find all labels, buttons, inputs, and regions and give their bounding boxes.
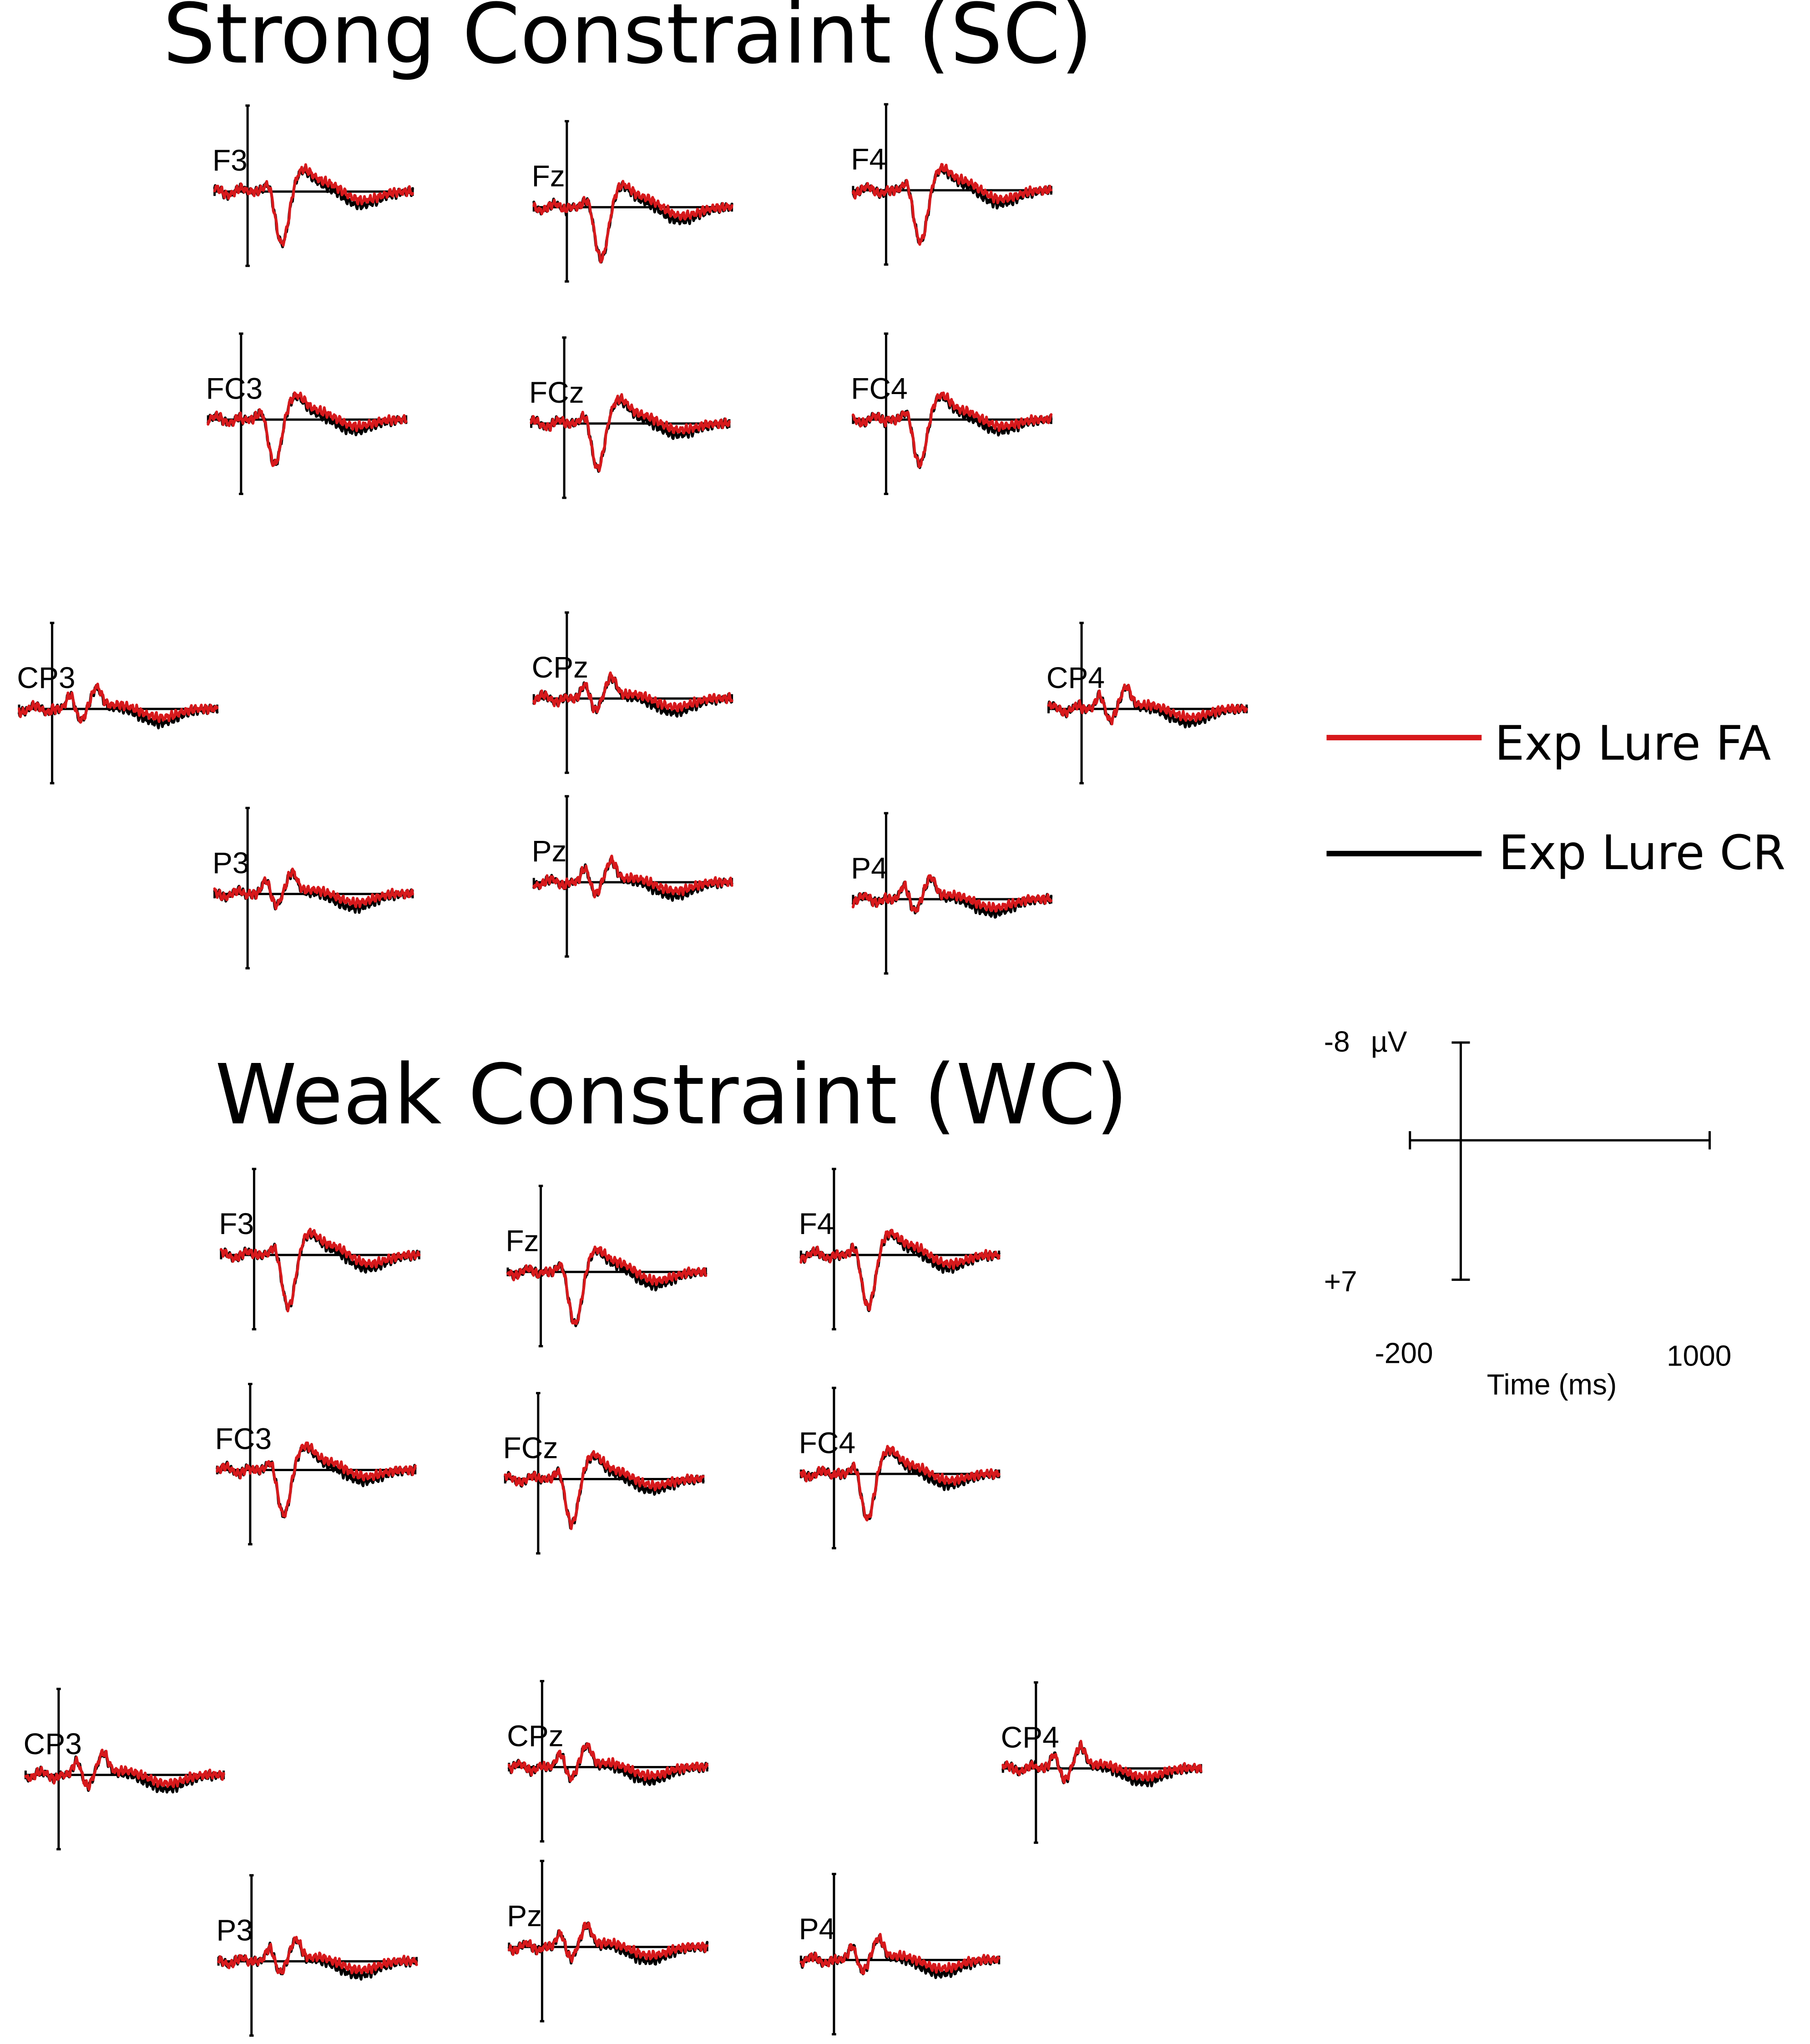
series-trace-exp-lure-fa: [207, 391, 408, 467]
electrode-plot-fz: Fz: [531, 120, 733, 283]
electrode-label: P4: [851, 851, 888, 885]
series-trace-exp-lure-fa: [506, 1245, 708, 1326]
series-trace-exp-lure-cr: [851, 393, 1053, 469]
scale-label-y-top: -8: [1324, 1025, 1350, 1058]
electrode-label: Fz: [531, 159, 565, 193]
series-trace-exp-lure-cr: [799, 1229, 1001, 1312]
panel-title-weak-constraint: Weak Constraint (WC): [215, 1047, 1128, 1143]
series-trace-exp-lure-fa: [504, 1450, 705, 1530]
electrode-label: F4: [799, 1207, 834, 1240]
electrode-plot-f3: F3: [219, 1168, 421, 1331]
electrode-label: FC3: [206, 371, 263, 405]
legend: Exp Lure FA Exp Lure CR: [1326, 716, 1786, 880]
scale-label-x-axis: Time (ms): [1487, 1368, 1617, 1401]
electrode-label: Pz: [531, 834, 566, 868]
series-trace-exp-lure-cr: [851, 165, 1053, 244]
electrode-label: CP4: [1001, 1720, 1059, 1754]
scale-label-y-bottom: +7: [1324, 1265, 1357, 1298]
electrode-plot-f4: F4: [851, 103, 1053, 266]
panel-title-strong-constraint: Strong Constraint (SC): [163, 0, 1093, 82]
electrode-label: P3: [216, 1913, 253, 1947]
series-trace-exp-lure-fa: [213, 867, 414, 910]
scale-label-y-unit: µV: [1371, 1025, 1407, 1058]
series-trace-exp-lure-fa: [532, 855, 733, 899]
electrode-plot-cp4: CP4: [1047, 622, 1248, 784]
series-trace-exp-lure-fa: [507, 1922, 709, 1963]
electrode-plot-fcz: FCz: [529, 336, 731, 499]
electrode-label: CPz: [531, 650, 588, 684]
electrode-label: F3: [219, 1207, 254, 1240]
electrode-plot-fc4: FC4: [851, 332, 1053, 495]
electrode-label: Pz: [507, 1899, 542, 1933]
electrode-label: P4: [799, 1912, 836, 1946]
electrode-label: P3: [212, 846, 249, 880]
series-trace-exp-lure-fa: [851, 391, 1053, 469]
series-trace-exp-lure-fa: [532, 671, 733, 713]
series-trace-exp-lure-fa: [851, 874, 1053, 913]
electrode-label: FC4: [799, 1426, 856, 1459]
electrode-plot-pz: Pz: [507, 1860, 709, 2023]
electrode-plot-f3: F3: [212, 104, 414, 267]
series-trace-exp-lure-fa: [213, 163, 414, 247]
electrode-label: FCz: [529, 375, 584, 409]
series-trace-exp-lure-fa: [1047, 683, 1248, 726]
electrode-plot-fc4: FC4: [799, 1386, 1001, 1549]
series-trace-exp-lure-fa: [851, 163, 1053, 246]
electrode-plot-cpz: CPz: [507, 1680, 709, 1843]
electrode-plot-fc3: FC3: [206, 332, 408, 495]
series-trace-exp-lure-fa: [24, 1748, 225, 1791]
electrode-plot-f4: F4: [799, 1168, 1001, 1331]
series-trace-exp-lure-fa: [18, 683, 219, 724]
series-trace-exp-lure-fa: [799, 1933, 1001, 1975]
electrode-plot-cpz: CPz: [531, 611, 733, 774]
electrode-label: CP4: [1047, 661, 1105, 694]
electrode-plot-p4: P4: [851, 812, 1053, 975]
electrode-label: CP3: [24, 1727, 82, 1761]
legend-label-exp-lure-fa: Exp Lure FA: [1495, 716, 1771, 771]
electrode-label: F4: [851, 142, 886, 176]
electrode-label: FC3: [215, 1422, 272, 1456]
legend-label-exp-lure-cr: Exp Lure CR: [1499, 825, 1786, 880]
electrode-plot-cp3: CP3: [24, 1688, 225, 1851]
electrode-label: FCz: [503, 1431, 558, 1465]
series-trace-exp-lure-fa: [216, 1441, 417, 1518]
series-trace-exp-lure-fa: [219, 1228, 421, 1313]
series-trace-exp-lure-fa: [532, 180, 733, 264]
scale-label-x-end: 1000: [1667, 1339, 1731, 1372]
series-trace-exp-lure-fa: [507, 1742, 709, 1782]
electrode-label: Fz: [506, 1224, 539, 1257]
electrode-plot-fz: Fz: [506, 1184, 708, 1347]
electrode-label: F3: [212, 143, 248, 177]
electrode-plot-fcz: FCz: [503, 1392, 705, 1555]
electrode-plots: F3 Fz F4 FC3 FCz FC4 CP3 CPz CP4 P3 Pz P4 F3 Fz F4 FC3 F…: [17, 103, 1248, 2037]
scale-bar: -8 µV +7 -200 1000 Time (ms): [1324, 1025, 1732, 1401]
electrode-plot-cp3: CP3: [17, 622, 219, 784]
series-trace-exp-lure-fa: [799, 1229, 1001, 1311]
series-trace-exp-lure-fa: [217, 1936, 418, 1975]
series-trace-exp-lure-fa: [799, 1445, 1001, 1522]
electrode-plot-p4: P4: [799, 1872, 1001, 2036]
electrode-plot-p3: P3: [216, 1874, 418, 2037]
series-trace-exp-lure-fa: [530, 393, 731, 472]
electrode-plot-p3: P3: [212, 807, 414, 970]
scale-label-x-start: -200: [1375, 1337, 1433, 1370]
electrode-label: CPz: [507, 1719, 564, 1753]
electrode-label: FC4: [851, 371, 908, 405]
electrode-plot-cp4: CP4: [1001, 1681, 1203, 1844]
series-trace-exp-lure-fa: [1001, 1740, 1203, 1784]
electrode-plot-pz: Pz: [531, 795, 733, 958]
electrode-label: CP3: [17, 661, 75, 694]
electrode-plot-fc3: FC3: [215, 1382, 417, 1546]
